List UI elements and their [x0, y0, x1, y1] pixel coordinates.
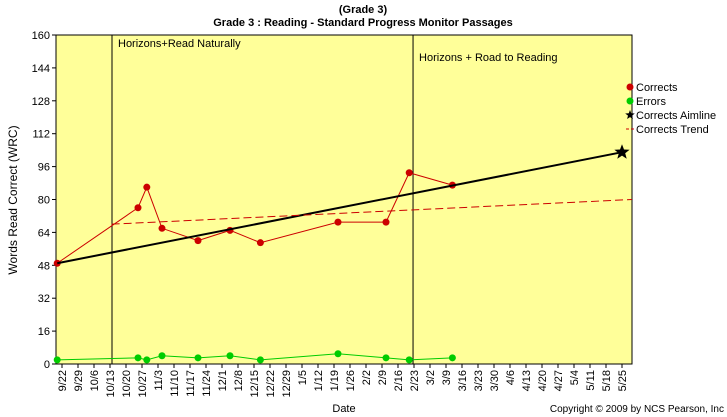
x-tick-label: 1/26 [345, 370, 357, 391]
chart-supertitle: (Grade 3) [339, 4, 388, 16]
data-point [158, 224, 166, 232]
x-tick-label: 1/12 [313, 370, 325, 391]
x-tick-label: 12/8 [233, 370, 245, 391]
data-point [256, 239, 264, 247]
y-tick-label: 80 [38, 195, 50, 207]
phase-label: Horizons + Road to Reading [419, 52, 558, 64]
data-point [334, 350, 342, 358]
legend-marker [626, 83, 634, 91]
x-tick-label: 11/3 [153, 370, 165, 391]
x-tick-label: 10/6 [89, 370, 101, 391]
data-point [134, 354, 142, 362]
x-tick-label: 12/29 [281, 370, 293, 398]
x-tick-label: 10/13 [105, 370, 117, 398]
x-tick-label: 5/18 [601, 370, 613, 391]
x-tick-label: 4/20 [537, 370, 549, 391]
x-tick-label: 2/2 [361, 370, 373, 385]
y-tick-label: 48 [38, 260, 50, 272]
data-point [143, 183, 151, 191]
legend-label: Corrects Aimline [636, 110, 716, 122]
x-tick-label: 9/29 [73, 370, 85, 391]
y-tick-label: 144 [32, 63, 50, 75]
chart-title: Grade 3 : Reading - Standard Progress Mo… [213, 17, 513, 29]
x-tick-label: 11/10 [169, 370, 181, 397]
data-point [405, 169, 413, 177]
x-tick-label: 3/23 [473, 370, 485, 391]
data-point [382, 354, 390, 362]
data-point [334, 218, 342, 226]
x-axis-label: Date [332, 403, 355, 415]
x-tick-label: 1/19 [329, 370, 341, 391]
y-tick-label: 64 [38, 227, 50, 239]
aim-star [614, 144, 630, 159]
x-tick-label: 2/9 [377, 370, 389, 385]
x-tick-label: 5/25 [617, 370, 629, 391]
data-point [256, 356, 264, 364]
data-point [143, 356, 151, 364]
legend-marker [626, 97, 634, 105]
x-tick-label: 5/11 [585, 370, 597, 391]
x-tick-label: 3/30 [489, 370, 501, 391]
y-tick-label: 0 [44, 359, 50, 371]
data-point [226, 352, 234, 360]
y-tick-label: 128 [32, 96, 50, 108]
copyright: Copyright © 2009 by NCS Pearson, Inc [550, 404, 724, 415]
y-tick-label: 160 [32, 30, 50, 42]
data-point [405, 356, 413, 364]
x-tick-label: 9/22 [57, 370, 69, 391]
data-point [134, 204, 142, 212]
x-tick-label: 11/17 [185, 370, 197, 397]
legend-marker [625, 110, 635, 119]
y-axis-label: Words Read Correct (WRC) [6, 125, 20, 274]
y-tick-label: 32 [38, 293, 50, 305]
x-tick-label: 4/6 [505, 370, 517, 385]
data-point [53, 356, 61, 364]
plot-area [55, 34, 633, 365]
x-tick-label: 3/16 [457, 370, 469, 391]
y-tick-label: 16 [38, 326, 50, 338]
x-tick-label: 3/2 [425, 370, 437, 385]
x-tick-label: 10/27 [137, 370, 149, 398]
x-tick-label: 11/24 [201, 370, 213, 397]
data-point [194, 354, 202, 362]
data-point [194, 237, 202, 245]
x-tick-label: 4/13 [521, 370, 533, 391]
legend-label: Errors [636, 96, 666, 108]
phase-label: Horizons+Read Naturally [118, 38, 241, 50]
series-line [111, 199, 633, 225]
y-tick-label: 96 [38, 162, 50, 174]
legend-label: Corrects Trend [636, 124, 709, 136]
x-tick-label: 3/9 [441, 370, 453, 385]
x-tick-label: 12/1 [217, 370, 229, 391]
x-tick-label: 4/27 [553, 370, 565, 391]
legend-label: Corrects [636, 82, 678, 94]
x-tick-label: 12/15 [249, 370, 261, 398]
y-tick-label: 112 [32, 129, 50, 141]
series-line [57, 151, 623, 265]
data-point [448, 354, 456, 362]
data-point [158, 352, 166, 360]
x-tick-label: 10/20 [121, 370, 133, 398]
x-tick-label: 5/4 [569, 370, 581, 385]
x-tick-label: 1/5 [297, 370, 309, 385]
x-tick-label: 12/22 [265, 370, 277, 398]
x-tick-label: 2/23 [409, 370, 421, 391]
x-tick-label: 2/16 [393, 370, 405, 391]
data-point [382, 218, 390, 226]
